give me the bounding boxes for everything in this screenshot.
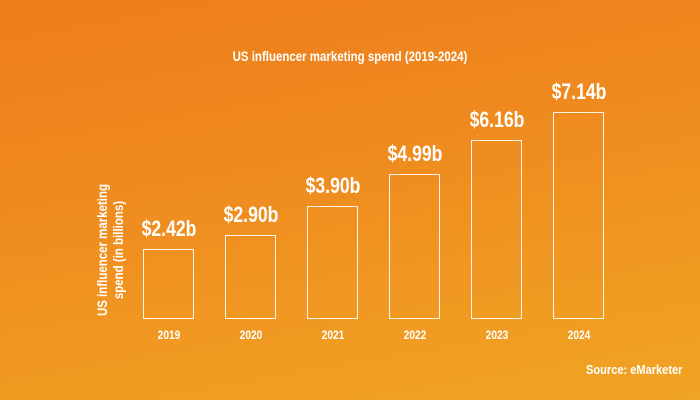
x-tick-label-2021: 2021 <box>321 328 344 342</box>
data-label-2019: $2.42b <box>141 215 196 241</box>
data-label-2022: $4.99b <box>387 141 442 167</box>
bar-2022 <box>389 174 440 319</box>
y-axis-label: US influencer marketing spend (in billio… <box>94 183 126 317</box>
x-tick-label-2022: 2022 <box>403 328 426 342</box>
bar-2024 <box>553 111 604 319</box>
x-tick-label-2023: 2023 <box>485 328 508 342</box>
source-note: Source: eMarketer <box>585 362 682 377</box>
data-label-2021: $3.90b <box>305 172 360 198</box>
x-tick-label-2020: 2020 <box>239 328 262 342</box>
data-label-2024: $7.14b <box>551 78 606 104</box>
chart-title: US influencer marketing spend (2019-2024… <box>232 48 468 64</box>
data-label-2023: $6.16b <box>469 107 524 133</box>
x-tick-label-2024: 2024 <box>567 328 590 342</box>
bar-2019 <box>143 248 194 319</box>
data-label-2020: $2.90b <box>223 201 278 227</box>
bar-2023 <box>471 140 522 319</box>
bar-2021 <box>307 205 358 319</box>
x-tick-label-2019: 2019 <box>157 328 180 342</box>
bar-2020 <box>225 234 276 319</box>
